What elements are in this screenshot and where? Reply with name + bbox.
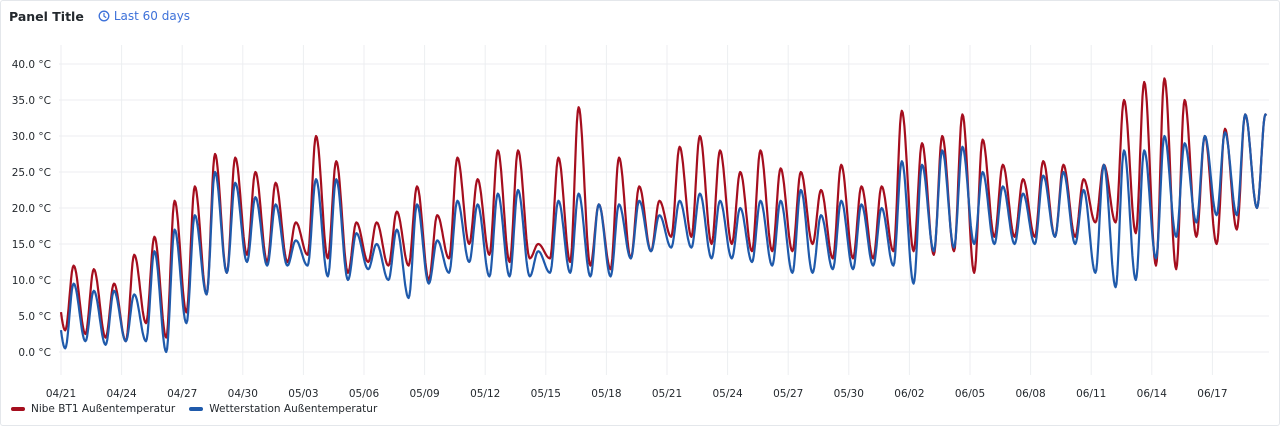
y-tick-label: 35.0 °C (12, 95, 51, 107)
x-tick-label: 05/27 (773, 388, 803, 400)
x-tick-label: 04/24 (106, 388, 137, 400)
x-tick-label: 06/08 (1015, 388, 1045, 400)
series-line-nibe (59, 77, 1268, 343)
y-tick-label: 10.0 °C (12, 275, 51, 287)
y-tick-label: 5.0 °C (18, 311, 51, 323)
y-tick-label: 20.0 °C (12, 203, 51, 215)
legend-item-nibe[interactable]: Nibe BT1 Außentemperatur (11, 403, 175, 415)
x-tick-label: 05/24 (712, 388, 743, 400)
y-tick-label: 0.0 °C (18, 347, 51, 359)
x-tick-label: 04/21 (46, 388, 76, 400)
x-tick-label: 06/05 (955, 388, 985, 400)
legend-label-nibe: Nibe BT1 Außentemperatur (31, 403, 176, 415)
legend-label-wetterstation: Wetterstation Außentemperatur (209, 403, 378, 415)
x-tick-label: 05/09 (409, 388, 439, 400)
x-tick-label: 05/03 (288, 388, 318, 400)
y-tick-label: 30.0 °C (12, 131, 51, 143)
chart-legend: Nibe BT1 Außentemperatur Wetterstation A… (11, 403, 377, 415)
legend-swatch-wetterstation (189, 407, 204, 411)
x-tick-label: 05/15 (531, 388, 561, 400)
y-tick-label: 25.0 °C (12, 167, 51, 179)
x-tick-label: 06/11 (1076, 388, 1106, 400)
legend-item-wetterstation[interactable]: Wetterstation Außentemperatur (189, 403, 377, 415)
y-tick-label: 40.0 °C (12, 59, 51, 71)
x-tick-label: 05/30 (834, 388, 864, 400)
panel-header: Panel Title Last 60 days (9, 7, 190, 25)
x-tick-label: 05/21 (652, 388, 682, 400)
legend-swatch-nibe (11, 407, 25, 411)
clock-icon (98, 10, 110, 22)
y-tick-label: 15.0 °C (12, 239, 51, 251)
x-tick-label: 06/17 (1197, 388, 1227, 400)
time-range-label: Last 60 days (113, 9, 191, 23)
x-tick-label: 06/02 (894, 388, 924, 400)
x-tick-label: 06/14 (1137, 388, 1168, 400)
x-tick-label: 04/30 (228, 388, 258, 400)
x-tick-label: 05/12 (470, 388, 500, 400)
x-tick-label: 05/18 (591, 388, 621, 400)
x-tick-label: 05/06 (349, 388, 380, 400)
series-line-wetterstation (59, 113, 1268, 354)
time-range-indicator[interactable]: Last 60 days (98, 9, 190, 23)
x-tick-label: 04/27 (167, 388, 197, 400)
panel-title[interactable]: Panel Title (9, 8, 84, 24)
